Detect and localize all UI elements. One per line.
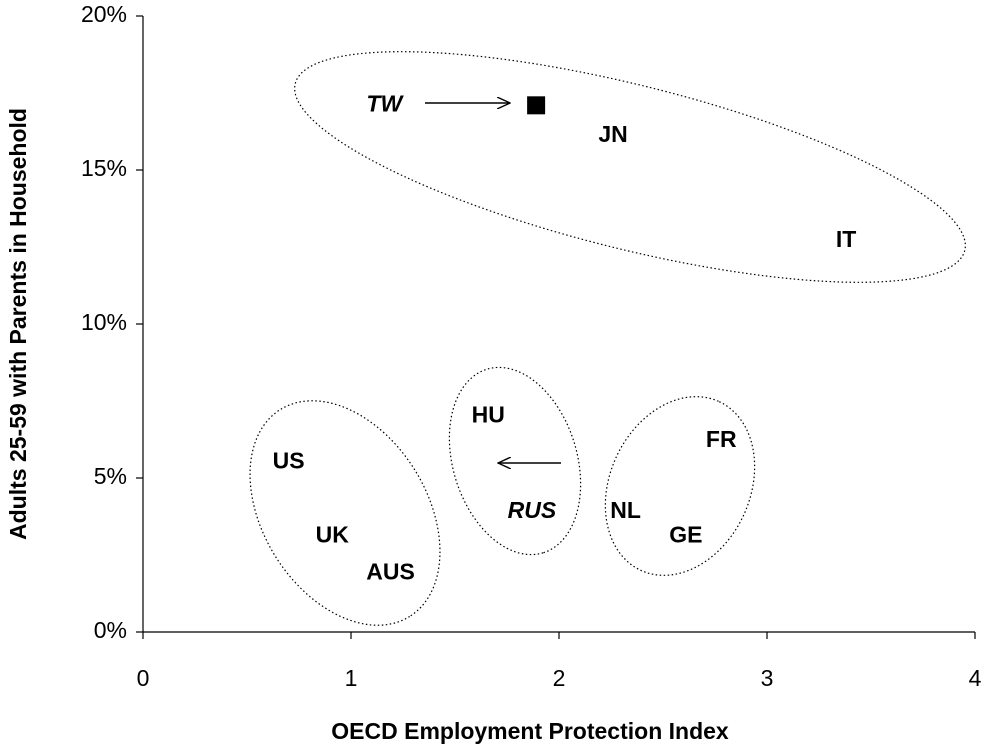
- point-label: UK: [316, 522, 350, 548]
- x-tick-label: 2: [553, 665, 566, 691]
- point-label: HU: [472, 401, 505, 427]
- point-label: AUS: [366, 559, 415, 585]
- cluster-ellipse: [294, 51, 966, 283]
- cluster-ellipse: [604, 396, 756, 576]
- point-label: IT: [836, 226, 856, 252]
- y-tick-label: 10%: [81, 309, 127, 335]
- point-label: RUS: [508, 497, 557, 523]
- x-tick-label: 3: [761, 665, 774, 691]
- point-marker: [527, 96, 546, 115]
- point-label: US: [273, 448, 305, 474]
- cluster-ellipse: [448, 366, 582, 556]
- x-tick-label: 0: [137, 665, 150, 691]
- x-tick-label: 4: [969, 665, 982, 691]
- point-label: JN: [598, 121, 627, 147]
- y-tick-label: 15%: [81, 155, 127, 181]
- point-label: GE: [669, 522, 702, 548]
- y-tick-label: 20%: [81, 1, 127, 27]
- point-label: TW: [366, 90, 404, 116]
- y-tick-label: 5%: [94, 463, 127, 489]
- point-label: FR: [706, 426, 737, 452]
- cluster-ellipse: [249, 400, 441, 626]
- x-tick-label: 1: [345, 665, 358, 691]
- y-tick-label: 0%: [94, 617, 127, 643]
- x-axis-title: OECD Employment Protection Index: [331, 718, 729, 744]
- y-axis-title: Adults 25-59 with Parents in Household: [5, 108, 31, 540]
- point-label: NL: [610, 497, 641, 523]
